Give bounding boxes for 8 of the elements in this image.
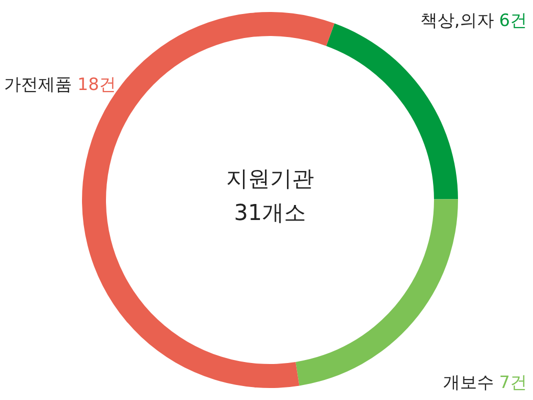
slice-label: 책상,의자 bbox=[420, 11, 500, 31]
data-label: 6건 bbox=[499, 11, 527, 31]
slice-label: 가전제품 bbox=[4, 75, 78, 95]
data-label: 18건 bbox=[77, 75, 116, 95]
slice-label: 개보수 bbox=[442, 373, 500, 393]
text: 지원기관 bbox=[226, 167, 314, 192]
text: 31개소 bbox=[234, 201, 306, 226]
data-label: 7건 bbox=[499, 373, 527, 393]
